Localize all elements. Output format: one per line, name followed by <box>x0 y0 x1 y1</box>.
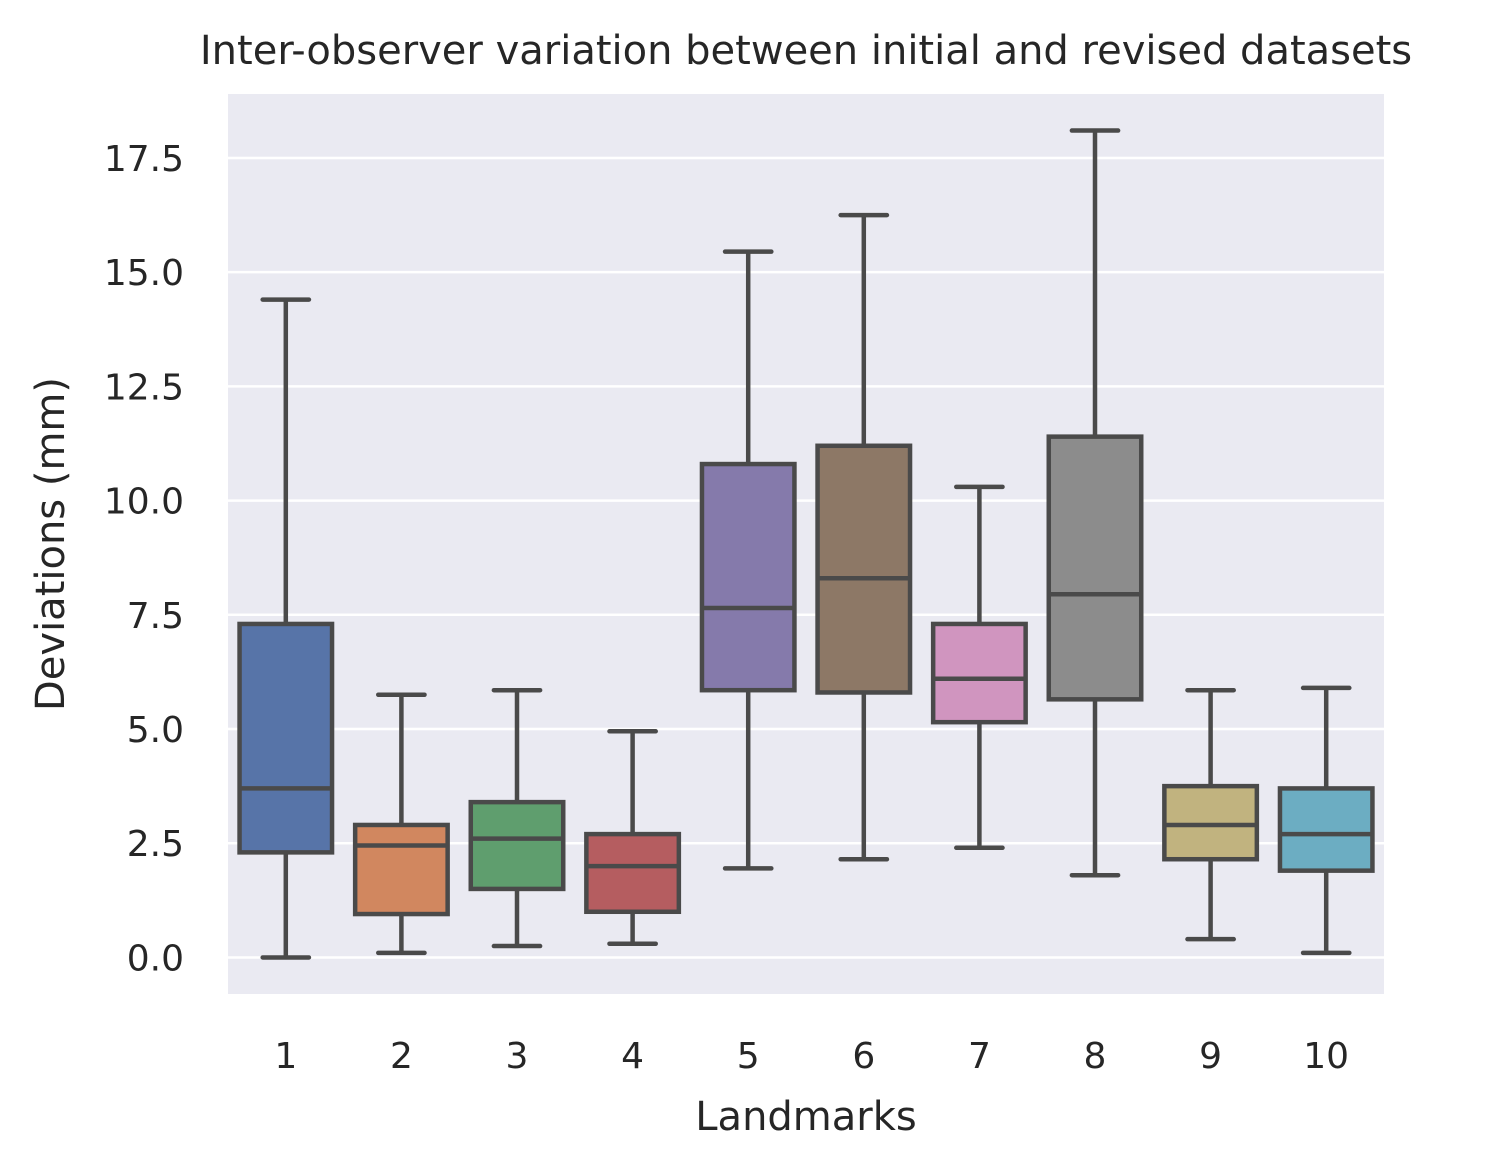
box-landmark-10 <box>1277 685 1375 956</box>
iqr-box <box>930 621 1028 725</box>
iqr-box <box>237 621 335 855</box>
y-tick-label: 17.5 <box>104 139 184 180</box>
box-landmark-5 <box>699 249 797 871</box>
x-tick-label: 6 <box>852 1036 875 1077</box>
iqr-box <box>699 461 797 693</box>
y-tick-label: 0.0 <box>127 938 184 979</box>
box-landmark-1 <box>237 297 335 960</box>
iqr-box <box>584 831 682 915</box>
x-tick-label: 1 <box>274 1036 297 1077</box>
box-landmark-4 <box>584 729 682 946</box>
iqr-box <box>1046 434 1144 702</box>
x-tick-labels: 1 2 3 4 5 6 7 8 9 10 <box>274 1036 1349 1077</box>
iqr-box <box>1277 786 1375 873</box>
x-tick-label: 4 <box>621 1036 644 1077</box>
x-tick-label: 8 <box>1084 1036 1107 1077</box>
boxes <box>237 128 1375 960</box>
box-landmark-8 <box>1046 128 1144 878</box>
y-tick-label: 7.5 <box>127 596 184 637</box>
y-tick-label: 5.0 <box>127 710 184 751</box>
y-tick-label: 12.5 <box>104 367 184 408</box>
x-tick-label: 9 <box>1199 1036 1222 1077</box>
y-axis-title: Deviations (mm) <box>28 377 74 711</box>
iqr-box <box>352 822 450 917</box>
box-landmark-2 <box>352 692 450 956</box>
chart-title: Inter-observer variation between initial… <box>200 28 1412 74</box>
x-tick-label: 3 <box>506 1036 529 1077</box>
x-tick-label: 5 <box>737 1036 760 1077</box>
y-tick-label: 2.5 <box>127 824 184 865</box>
iqr-box <box>468 799 566 892</box>
y-tick-label: 10.0 <box>104 482 184 523</box>
y-tick-label: 15.0 <box>104 253 184 294</box>
box-landmark-3 <box>468 687 566 949</box>
box-landmark-7 <box>930 484 1028 851</box>
x-tick-label: 10 <box>1303 1036 1349 1077</box>
x-tick-label: 7 <box>968 1036 991 1077</box>
iqr-box <box>1162 783 1260 862</box>
x-tick-label: 2 <box>390 1036 413 1077</box>
box-landmark-9 <box>1162 687 1260 942</box>
box-landmark-6 <box>815 212 913 862</box>
y-tick-labels: 0.0 2.5 5.0 7.5 10.0 12.5 15.0 17.5 <box>104 139 184 979</box>
x-axis-title: Landmarks <box>695 1094 916 1140</box>
iqr-box <box>815 443 913 695</box>
